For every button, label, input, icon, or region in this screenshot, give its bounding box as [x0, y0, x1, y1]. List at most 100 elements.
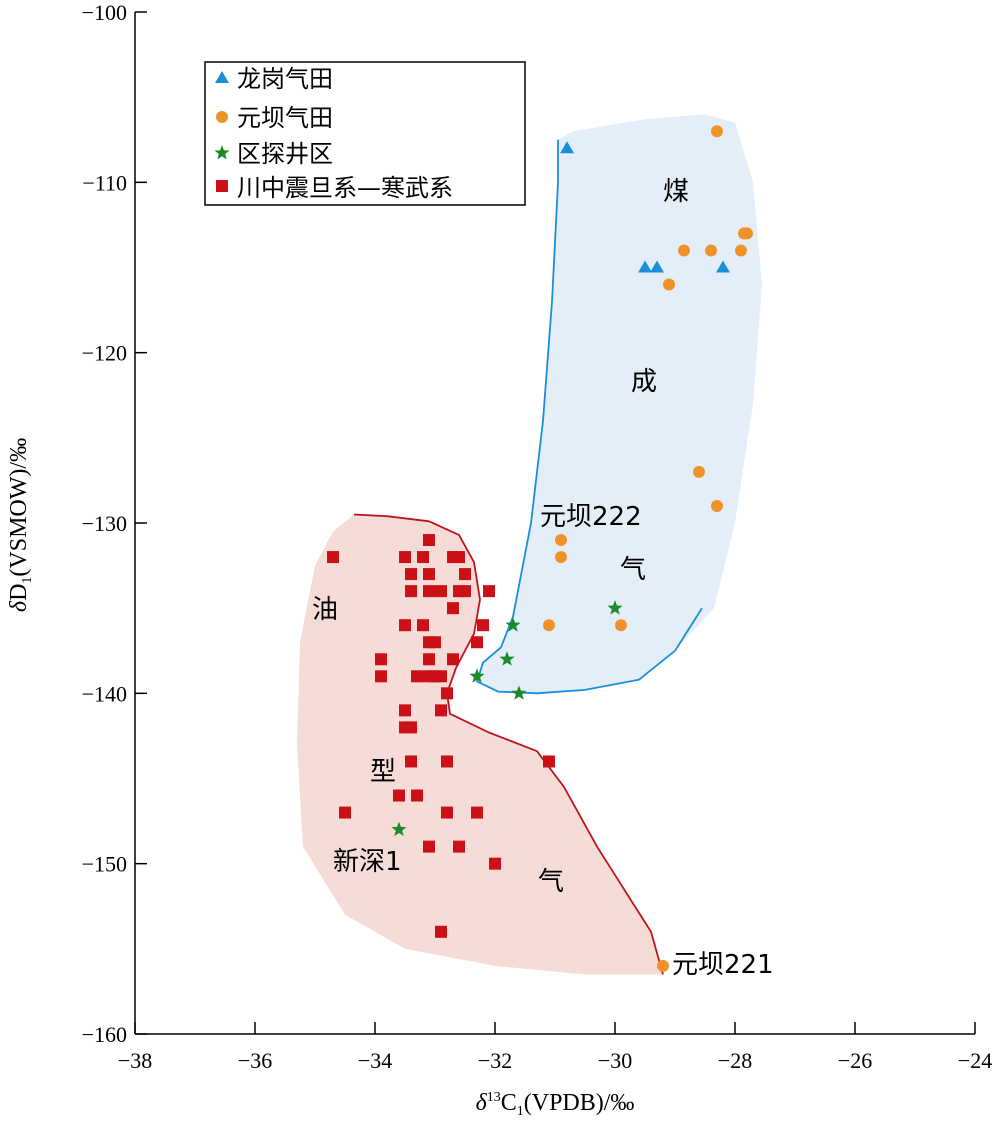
square-point — [405, 585, 417, 598]
star-point — [607, 600, 623, 615]
square-point — [483, 585, 495, 598]
square-point — [423, 568, 435, 581]
square-point — [543, 755, 555, 768]
star-point — [511, 685, 527, 700]
square-point — [471, 806, 483, 819]
x-tick-label: −34 — [358, 1048, 392, 1073]
star-point — [391, 821, 407, 837]
triangle-marker-icon — [215, 71, 229, 83]
square-point — [375, 670, 387, 683]
x-axis-title: δ13C1(VPDB)/‰ — [476, 1090, 635, 1119]
square-point — [435, 925, 447, 938]
square-point — [423, 585, 435, 598]
square-point — [423, 653, 435, 666]
circle-point — [543, 619, 555, 632]
square-point — [339, 806, 351, 819]
square-point — [375, 653, 387, 666]
square-point — [471, 636, 483, 649]
circle-marker-icon — [216, 111, 228, 123]
square-point — [399, 551, 411, 564]
square-point — [441, 687, 453, 700]
legend-label-chuanzhong: 川中震旦系—寒武系 — [237, 174, 453, 202]
circle-point — [678, 244, 690, 257]
y-tick-label: −130 — [82, 511, 127, 536]
star-point — [499, 651, 515, 666]
square-marker-icon — [216, 180, 228, 192]
x-tick-label: −28 — [718, 1048, 752, 1073]
circle-point — [657, 959, 669, 972]
annotations: 煤 成 气 油 型 气 元坝222 新深1 元坝221 — [312, 177, 774, 980]
square-point — [327, 551, 339, 564]
triangle-point — [560, 141, 574, 154]
square-point — [489, 857, 501, 870]
y-tick-label: −140 — [82, 681, 127, 706]
legend-label-longgang: 龙岗气田 — [237, 65, 333, 93]
coal-gas-boundary — [475, 139, 703, 695]
square-point — [435, 670, 447, 683]
circle-point — [711, 499, 723, 512]
circle-point — [735, 244, 747, 257]
circle-point — [711, 125, 723, 138]
legend: 龙岗气田 元坝气田 区探井区 川中震旦系—寒武系 — [204, 61, 526, 206]
y-tick-label: −100 — [82, 0, 127, 25]
square-point — [459, 568, 471, 581]
square-point — [441, 806, 453, 819]
star-point — [505, 617, 521, 632]
square-point — [459, 585, 471, 598]
square-point — [411, 670, 423, 683]
region-label-coal-1: 煤 — [663, 177, 689, 207]
point-label-yuanba221: 元坝221 — [672, 950, 774, 980]
square-point — [435, 704, 447, 717]
legend-box — [204, 61, 526, 206]
legend-item-yuanba: 元坝气田 — [216, 104, 333, 132]
y-tick-label: −150 — [82, 852, 127, 877]
region-layer — [297, 114, 762, 975]
x-tick-label: −24 — [958, 1048, 992, 1073]
points-layer — [327, 125, 753, 972]
square-point — [405, 755, 417, 768]
square-point — [453, 551, 465, 564]
star-point — [469, 668, 485, 683]
square-point — [423, 840, 435, 853]
y-axis-title: δD1(VSMOW)/‰ — [6, 438, 35, 612]
square-point — [405, 568, 417, 581]
oil-gas-region — [297, 514, 663, 975]
star-marker-icon — [214, 145, 230, 160]
y-tick-label: −160 — [82, 1022, 127, 1047]
y-tick-label: −120 — [82, 341, 127, 366]
legend-label-yuanba: 元坝气田 — [237, 104, 333, 132]
circle-point — [738, 227, 750, 240]
region-label-oil-1: 油 — [312, 595, 338, 625]
legend-item-chuanzhong: 川中震旦系—寒武系 — [216, 174, 453, 202]
region-label-oil-2: 型 — [370, 757, 396, 787]
square-point — [405, 721, 417, 734]
circle-point — [663, 278, 675, 291]
triangle-point — [716, 260, 730, 273]
square-point — [423, 534, 435, 547]
circle-point — [705, 244, 717, 257]
square-point — [393, 789, 405, 802]
x-tick-label: −26 — [838, 1048, 872, 1073]
square-point — [441, 755, 453, 768]
legend-item-qutan: 区探井区 — [214, 140, 333, 168]
x-tick-label: −30 — [598, 1048, 632, 1073]
circle-point — [555, 534, 567, 547]
region-label-coal-3: 气 — [620, 555, 646, 585]
point-label-yuanba222: 元坝222 — [540, 502, 642, 532]
x-tick-label: −38 — [118, 1048, 152, 1073]
square-point — [435, 585, 447, 598]
circle-point — [615, 619, 627, 632]
coal-gas-region — [477, 114, 762, 694]
square-point — [447, 602, 459, 615]
square-point — [429, 636, 441, 649]
legend-label-qutan: 区探井区 — [237, 140, 333, 168]
region-label-coal-2: 成 — [631, 367, 657, 397]
square-point — [477, 619, 489, 632]
circle-point — [555, 551, 567, 564]
circle-point — [693, 465, 705, 478]
axes: −38 −36 −34 −32 −30 −28 −26 −24 −100 −110 −120 −130… — [82, 0, 993, 1073]
triangle-point — [650, 260, 664, 273]
x-tick-label: −32 — [478, 1048, 512, 1073]
x-tick-label: −36 — [238, 1048, 272, 1073]
square-point — [399, 704, 411, 717]
